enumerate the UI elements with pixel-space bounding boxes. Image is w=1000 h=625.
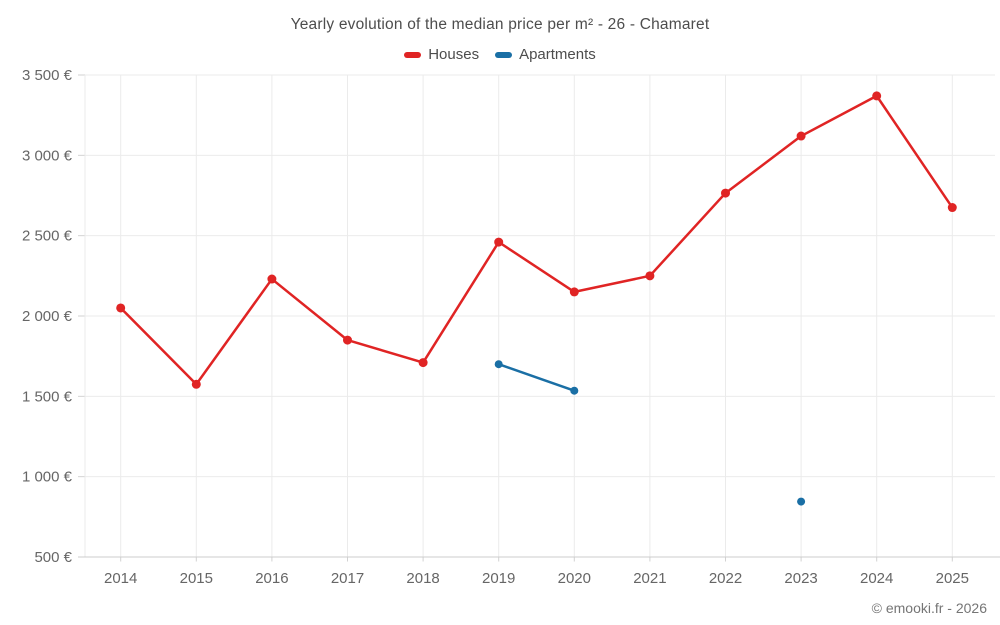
x-tick-label: 2016 <box>255 570 288 587</box>
x-tick-label: 2017 <box>331 570 364 587</box>
data-point-houses-2018[interactable] <box>418 358 428 368</box>
series-line-houses <box>119 94 954 386</box>
legend-label-apartments: Apartments <box>519 46 596 63</box>
data-point-houses-2015[interactable] <box>191 379 201 389</box>
x-tick-label: 2015 <box>180 570 213 587</box>
data-point-houses-2022[interactable] <box>721 188 730 198</box>
apartments-swatch-icon <box>495 51 513 58</box>
data-point-houses-2023[interactable] <box>796 131 806 141</box>
data-point-houses-2024[interactable] <box>872 91 882 101</box>
houses-swatch-icon <box>404 51 422 58</box>
data-point-houses-2017[interactable] <box>343 335 352 345</box>
y-tick-label: 1 000 € <box>22 469 73 486</box>
data-point-houses-2019[interactable] <box>494 237 504 247</box>
series-line-apartments <box>497 362 576 392</box>
y-tick-label: 2 500 € <box>22 228 73 245</box>
legend-item-apartments[interactable]: Apartments <box>495 46 596 63</box>
y-tick-label: 3 500 € <box>22 67 73 84</box>
data-point-houses-2016[interactable] <box>267 274 277 284</box>
x-tick-label: 2024 <box>860 570 893 587</box>
credit-link[interactable]: © emooki.fr - 2026 <box>871 600 987 616</box>
data-point-houses-2014[interactable] <box>116 303 126 313</box>
y-tick-label: 2 000 € <box>22 308 73 325</box>
data-point-apartments-2020[interactable] <box>570 386 579 395</box>
data-point-houses-2025[interactable] <box>947 203 957 213</box>
data-point-apartments-2023[interactable] <box>797 497 806 506</box>
legend-label-houses: Houses <box>428 46 480 63</box>
data-point-houses-2021[interactable] <box>645 271 655 281</box>
y-tick-label: 500 € <box>34 549 72 566</box>
y-tick-label: 3 000 € <box>22 147 73 164</box>
x-tick-label: 2020 <box>558 570 591 587</box>
x-tick-label: 2018 <box>406 570 439 587</box>
legend: Houses Apartments <box>0 46 1000 63</box>
y-tick-label: 1 500 € <box>22 388 73 405</box>
x-tick-label: 2019 <box>482 570 515 587</box>
x-tick-label: 2025 <box>936 570 969 587</box>
x-tick-label: 2022 <box>709 570 742 587</box>
data-point-apartments-2019[interactable] <box>494 360 503 369</box>
x-tick-label: 2023 <box>784 570 817 587</box>
legend-item-houses[interactable]: Houses <box>404 46 479 63</box>
x-tick-label: 2021 <box>633 570 666 587</box>
chart-title: Yearly evolution of the median price per… <box>290 16 710 33</box>
data-point-houses-2020[interactable] <box>569 287 579 297</box>
x-tick-label: 2014 <box>104 570 137 587</box>
